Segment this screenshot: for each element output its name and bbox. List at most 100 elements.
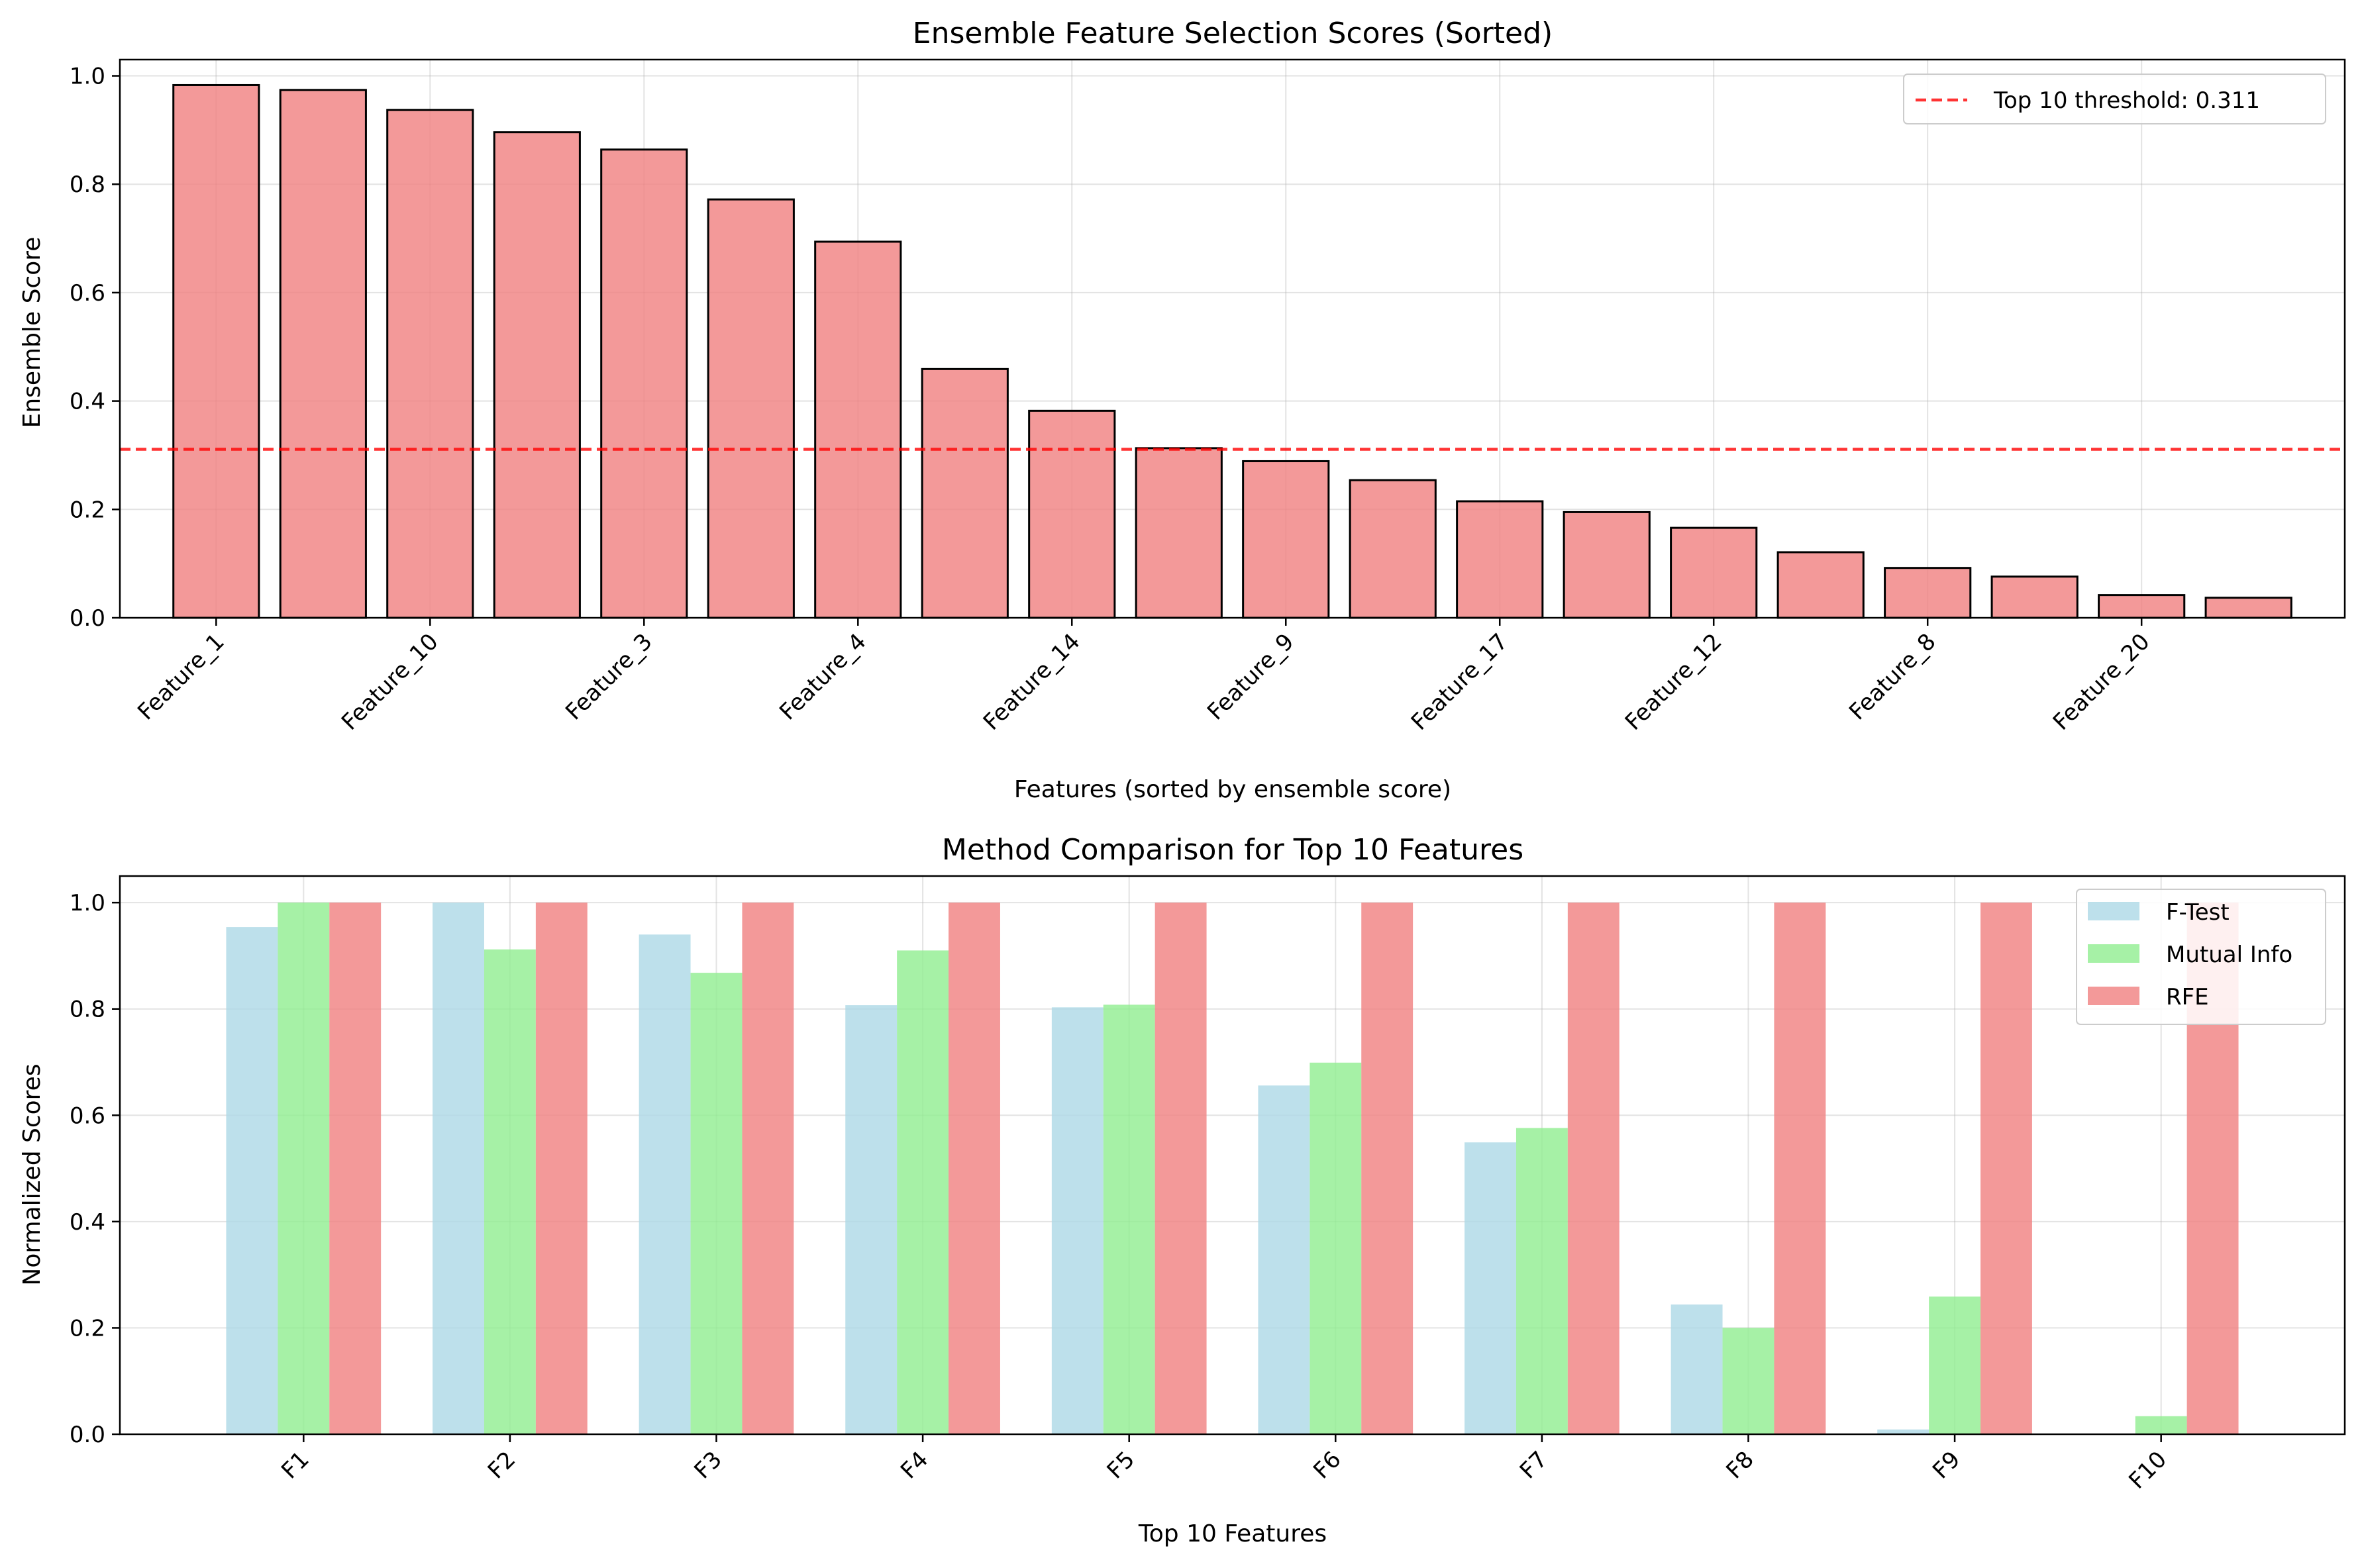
rfe-legend-swatch	[2088, 987, 2139, 1005]
ensemble-y-ticks: 0.0 0.2 0.4 0.6 0.8 1.0	[70, 64, 120, 632]
ensemble-bar	[1884, 567, 1972, 619]
ensemble-x-tick-label: Feature_10	[336, 628, 444, 736]
ensemble-x-tick-label: Feature_8	[1844, 628, 1941, 725]
method-x-tick-label: F1	[276, 1446, 314, 1484]
mutual-info-legend-label: Mutual Info	[2166, 942, 2292, 968]
method-x-tick-label: F8	[1721, 1446, 1759, 1484]
rfe-bar	[1361, 903, 1413, 1434]
method-x-tick-label: F7	[1515, 1446, 1553, 1484]
rfe-bar	[949, 903, 1000, 1434]
ensemble-bar	[386, 109, 474, 619]
rfe-bar	[1567, 903, 1619, 1434]
ensemble-y-tick-label: 0.4	[70, 389, 105, 415]
rfe-bar	[742, 903, 794, 1434]
method-x-axis-label: Top 10 Features	[1138, 1520, 1327, 1547]
ensemble-y-tick-label: 0.0	[70, 605, 105, 632]
f-test-bar	[845, 1005, 898, 1434]
ensemble-legend-box	[1903, 74, 2326, 124]
method-y-tick-label: 1.0	[70, 890, 105, 916]
f-test-bar	[1465, 1142, 1516, 1434]
ensemble-bars	[172, 83, 2292, 619]
method-comparison-chart: Method Comparison for Top 10 Features 0.…	[19, 833, 2346, 1547]
ensemble-chart: Ensemble Feature Selection Scores (Sorte…	[19, 17, 2346, 803]
mutual-info-bar	[690, 973, 743, 1434]
ensemble-bar	[1990, 575, 2079, 619]
method-legend: F-Test Mutual Info RFE	[2076, 889, 2326, 1025]
ensemble-bar	[1135, 447, 1223, 619]
ensemble-bar	[2098, 594, 2186, 619]
ensemble-bar	[493, 131, 581, 619]
rfe-legend-label: RFE	[2166, 984, 2209, 1010]
mutual-info-bar	[1722, 1328, 1774, 1434]
f-test-bar	[1051, 1007, 1104, 1434]
method-x-tick-label: F2	[483, 1446, 521, 1484]
ensemble-bar	[1563, 511, 1651, 619]
mutual-info-bar	[1929, 1297, 1981, 1434]
method-chart-title: Method Comparison for Top 10 Features	[942, 833, 1523, 867]
ensemble-bar	[2204, 597, 2292, 619]
ensemble-legend: Top 10 threshold: 0.311	[1903, 74, 2326, 124]
ensemble-bar	[921, 368, 1009, 619]
rfe-bar	[535, 903, 588, 1434]
ensemble-bar	[1456, 500, 1544, 619]
f-test-bar	[639, 934, 691, 1434]
ensemble-x-axis-label: Features (sorted by ensemble score)	[1014, 776, 1451, 803]
method-y-tick-label: 0.0	[70, 1422, 105, 1448]
method-x-tick-label: F4	[896, 1446, 933, 1484]
method-bars	[226, 903, 2239, 1434]
mutual-info-bar	[1310, 1062, 1362, 1434]
ensemble-plot-frame	[119, 58, 2346, 619]
f-test-legend-swatch	[2088, 902, 2139, 920]
f-test-legend-label: F-Test	[2166, 899, 2230, 926]
ensemble-x-tick-label: Feature_12	[1620, 628, 1727, 736]
mutual-info-bar	[1103, 1004, 1155, 1434]
ensemble-bar	[1349, 479, 1437, 619]
ensemble-bar	[707, 198, 795, 619]
ensemble-y-tick-label: 1.0	[70, 64, 105, 90]
ensemble-chart-title: Ensemble Feature Selection Scores (Sorte…	[913, 17, 1553, 50]
method-y-tick-label: 0.2	[70, 1315, 105, 1342]
ensemble-bar	[600, 148, 688, 619]
f-test-bar	[1877, 1429, 1929, 1434]
method-y-tick-label: 0.8	[70, 997, 105, 1023]
ensemble-bar	[814, 240, 902, 619]
ensemble-x-ticks: Feature_1 Feature_10 Feature_3 Feature_4 Fea…	[132, 618, 2155, 736]
ensemble-bar	[1776, 551, 1865, 619]
ensemble-x-tick-label: Feature_20	[2048, 628, 2155, 736]
ensemble-y-tick-label: 0.6	[70, 280, 105, 307]
ensemble-y-tick-label: 0.8	[70, 172, 105, 198]
rfe-bar	[1980, 903, 2032, 1434]
method-x-tick-label: F10	[2124, 1446, 2172, 1494]
method-x-tick-label: F5	[1102, 1446, 1140, 1484]
ensemble-bar	[1028, 409, 1116, 619]
mutual-info-bar	[2135, 1416, 2187, 1434]
ensemble-y-axis-label: Ensemble Score	[19, 237, 46, 428]
method-y-axis-label: Normalized Scores	[19, 1063, 46, 1285]
mutual-info-legend-swatch	[2088, 944, 2139, 963]
method-x-tick-label: F3	[689, 1446, 727, 1484]
ensemble-x-tick-label: Feature_1	[132, 628, 229, 725]
method-y-tick-label: 0.6	[70, 1102, 105, 1129]
rfe-bar	[1774, 903, 1826, 1434]
mutual-info-bar	[278, 903, 330, 1434]
method-x-tick-label: F6	[1308, 1446, 1346, 1484]
method-x-tick-label: F9	[1927, 1446, 1965, 1484]
method-x-ticks: F1 F2 F3 F4 F5 F6 F7 F8 F9 F10	[276, 1434, 2172, 1494]
ensemble-bar	[279, 89, 367, 619]
mutual-info-bar	[897, 950, 949, 1434]
method-y-tick-label: 0.4	[70, 1209, 105, 1236]
f-test-bar	[1258, 1085, 1310, 1434]
rfe-bar	[1155, 903, 1207, 1434]
threshold-legend-label: Top 10 threshold: 0.311	[1993, 87, 2260, 114]
f-test-bar	[1670, 1304, 1723, 1434]
ensemble-grid	[120, 60, 2345, 618]
ensemble-bar	[1242, 460, 1330, 619]
f-test-bar	[226, 927, 278, 1434]
ensemble-x-tick-label: Feature_3	[560, 628, 657, 725]
method-plot-frame	[119, 875, 2346, 1436]
ensemble-y-tick-label: 0.2	[70, 497, 105, 523]
mutual-info-bar	[484, 949, 536, 1434]
ensemble-x-tick-label: Feature_17	[1406, 628, 1514, 736]
ensemble-x-tick-label: Feature_14	[978, 628, 1086, 736]
